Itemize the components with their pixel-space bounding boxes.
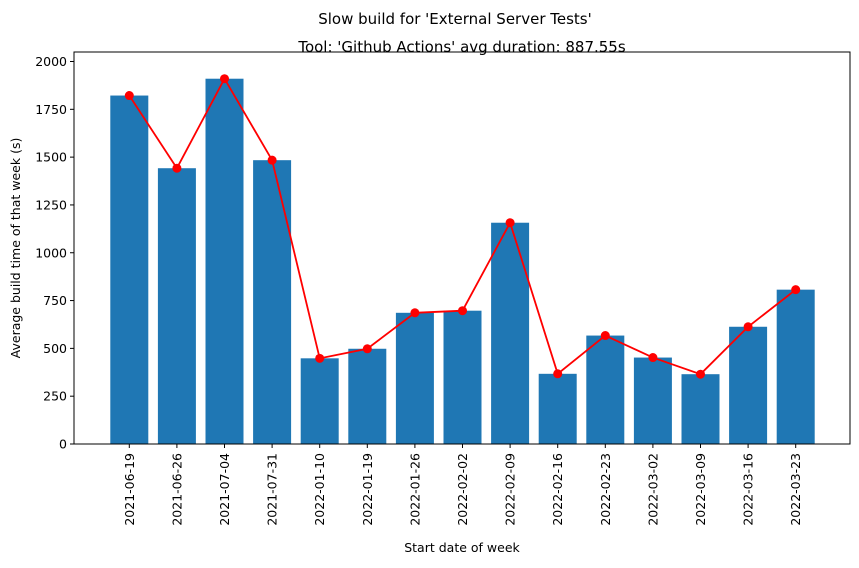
bar-2021-06-26 bbox=[157, 168, 196, 444]
point-2022-02-09 bbox=[505, 218, 515, 228]
plot-area bbox=[110, 74, 815, 445]
y-tick-label: 1750 bbox=[35, 102, 67, 117]
point-2021-07-31 bbox=[267, 155, 277, 165]
point-2021-06-26 bbox=[172, 163, 182, 173]
y-tick-label: 2000 bbox=[35, 54, 67, 69]
bar-2021-07-31 bbox=[253, 160, 292, 444]
x-tick-label: 2022-01-19 bbox=[360, 453, 375, 526]
x-tick-label: 2022-03-16 bbox=[741, 453, 756, 526]
y-tick-label: 0 bbox=[59, 437, 67, 452]
x-tick-label: 2021-07-31 bbox=[265, 453, 280, 526]
bar-2022-02-09 bbox=[491, 222, 530, 444]
x-tick-label: 2022-02-02 bbox=[455, 453, 470, 526]
y-tick-label: 1000 bbox=[35, 245, 67, 260]
point-2022-03-16 bbox=[743, 322, 753, 332]
point-2022-01-10 bbox=[315, 353, 325, 363]
x-tick-label: 2022-01-10 bbox=[312, 453, 327, 526]
x-axis: 2021-06-19 2021-06-26 2021-07-04 2021-07-31… bbox=[122, 444, 803, 526]
bar-2022-01-19 bbox=[348, 348, 387, 444]
x-tick-label: 2022-03-02 bbox=[645, 453, 660, 526]
x-tick-label: 2022-01-26 bbox=[407, 453, 422, 526]
bar-2022-01-26 bbox=[395, 312, 434, 444]
x-tick-label: 2022-02-16 bbox=[550, 453, 565, 526]
bar-2022-02-23 bbox=[586, 335, 625, 444]
bar-2022-03-23 bbox=[776, 289, 815, 444]
y-axis: 0 250 500 750 1000 1250 1500 1750 2000 bbox=[35, 54, 74, 452]
point-2022-01-26 bbox=[410, 308, 420, 318]
x-tick-label: 2021-06-26 bbox=[169, 453, 184, 526]
x-tick-label: 2022-02-23 bbox=[598, 453, 613, 526]
bar-2022-01-10 bbox=[300, 358, 339, 444]
point-2022-03-09 bbox=[696, 369, 705, 379]
bar-2022-03-16 bbox=[729, 326, 768, 444]
chart-suptitle: Slow build for 'External Server Tests' bbox=[318, 10, 592, 28]
point-2022-03-02 bbox=[648, 353, 658, 363]
bar-2022-02-16 bbox=[538, 373, 577, 444]
x-tick-label: 2021-06-19 bbox=[122, 453, 137, 526]
x-tick-label: 2021-07-04 bbox=[217, 453, 232, 526]
chart-title: Tool: 'Github Actions' avg duration: 887… bbox=[297, 38, 626, 56]
bar-2022-03-02 bbox=[633, 357, 672, 444]
bar-2022-03-09 bbox=[681, 374, 720, 444]
point-2021-06-19 bbox=[124, 91, 134, 101]
x-tick-label: 2022-03-09 bbox=[693, 453, 708, 526]
x-tick-label: 2022-03-23 bbox=[788, 453, 803, 526]
point-2022-01-19 bbox=[362, 344, 372, 354]
x-axis-label: Start date of week bbox=[404, 540, 520, 555]
y-tick-label: 1250 bbox=[35, 197, 67, 212]
y-tick-label: 500 bbox=[43, 341, 67, 356]
y-tick-label: 750 bbox=[43, 293, 67, 308]
bar-2021-07-04 bbox=[205, 78, 244, 445]
x-tick-label: 2022-02-09 bbox=[503, 453, 518, 526]
point-2022-02-02 bbox=[458, 306, 467, 316]
y-tick-label: 1500 bbox=[35, 150, 67, 165]
point-2021-07-04 bbox=[220, 74, 229, 84]
y-tick-label: 250 bbox=[43, 389, 67, 404]
bar-2022-02-02 bbox=[443, 310, 482, 444]
bar-2021-06-19 bbox=[110, 95, 149, 444]
point-2022-03-23 bbox=[791, 285, 801, 295]
point-2022-02-23 bbox=[600, 331, 610, 341]
point-2022-02-16 bbox=[553, 369, 563, 379]
y-axis-label: Average build time of that week (s) bbox=[8, 138, 23, 359]
